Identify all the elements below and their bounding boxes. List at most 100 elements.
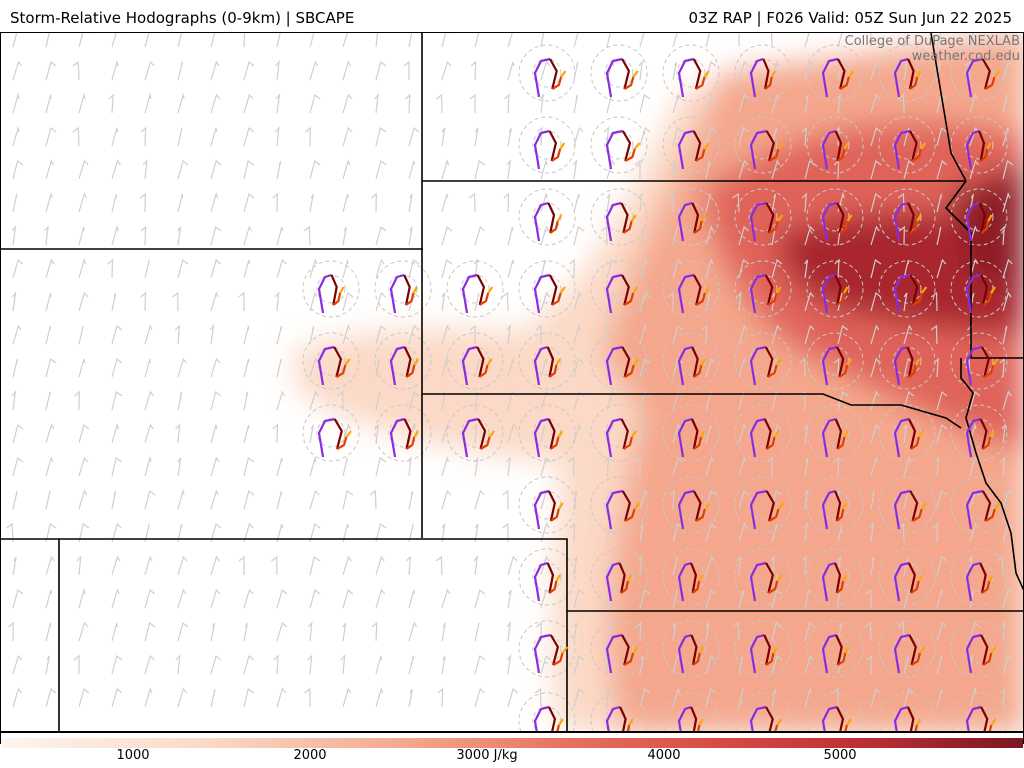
hodo-segment-low xyxy=(692,652,701,666)
wind-barb xyxy=(78,489,88,510)
wind-barb xyxy=(870,687,882,708)
hodo-segment-mid xyxy=(763,634,771,666)
hodograph xyxy=(533,633,569,674)
hodo-segment-upper xyxy=(893,561,910,602)
hodo-segment-low xyxy=(551,292,562,306)
wind-barb xyxy=(210,522,222,543)
wind-barb xyxy=(1002,325,1008,345)
hodo-segment-mid xyxy=(835,634,843,666)
hodograph-ring xyxy=(878,44,936,102)
hodo-segment-upper xyxy=(749,489,767,530)
hodo-segment-low xyxy=(980,220,990,234)
wind-barb xyxy=(1002,127,1009,147)
hodo-segment-low xyxy=(551,148,562,162)
wind-barb xyxy=(210,622,216,642)
wind-barb xyxy=(210,225,222,246)
wind-barb xyxy=(304,687,311,708)
wind-barb xyxy=(273,654,279,675)
hodograph-ring xyxy=(590,404,648,462)
hodo-segment-upper xyxy=(893,201,909,242)
wind-barb xyxy=(771,588,783,609)
wind-barb xyxy=(11,389,17,411)
wind-barb xyxy=(606,193,611,213)
wind-barb xyxy=(243,93,254,114)
wind-barb xyxy=(140,291,147,312)
hodo-segment-upper xyxy=(317,273,332,314)
wind-barb xyxy=(936,159,948,180)
hodograph-ring xyxy=(518,188,576,246)
wind-barb xyxy=(144,390,154,411)
hodo-segment-mid xyxy=(333,346,343,378)
wind-barb xyxy=(177,457,182,477)
hodograph xyxy=(677,705,704,731)
wind-barb xyxy=(1002,33,1007,48)
wind-barb xyxy=(342,259,349,279)
wind-barb xyxy=(540,555,550,576)
wind-barb xyxy=(738,93,749,114)
hodograph xyxy=(893,57,922,98)
wind-barb xyxy=(12,423,24,444)
hodograph-ring xyxy=(374,332,432,390)
hodo-segment-mid xyxy=(621,490,631,522)
wind-barb xyxy=(78,423,90,444)
hodo-segment-low xyxy=(980,148,989,162)
wind-barb xyxy=(573,556,578,576)
hodo-segment-surface xyxy=(844,646,850,654)
wind-barb xyxy=(501,291,509,312)
wind-barb xyxy=(1000,687,1006,708)
hodograph-ring xyxy=(734,476,792,534)
wind-barb xyxy=(567,456,575,477)
wind-barb xyxy=(969,159,979,180)
wind-barb xyxy=(275,60,280,81)
wind-barb xyxy=(111,193,117,213)
wind-barb xyxy=(144,324,153,345)
wind-barb xyxy=(738,456,747,477)
wind-barb xyxy=(243,192,255,213)
wind-barb xyxy=(276,325,283,345)
wind-barb xyxy=(969,93,979,114)
wind-barb xyxy=(276,33,281,48)
hodograph-ring xyxy=(302,404,360,462)
hodograph xyxy=(965,705,997,731)
wind-barb xyxy=(903,556,909,576)
wind-barb xyxy=(375,324,387,345)
hodo-segment-mid xyxy=(621,634,630,666)
wind-barb xyxy=(45,258,55,279)
wind-barb xyxy=(870,159,882,180)
wind-barb xyxy=(736,555,742,576)
hodo-segment-low xyxy=(622,220,633,234)
wind-barb xyxy=(441,60,452,81)
wind-barb xyxy=(771,193,777,213)
wind-barb xyxy=(573,225,585,246)
wind-barb xyxy=(210,555,220,576)
hodo-segment-surface xyxy=(843,286,849,294)
wind-barb xyxy=(738,324,748,345)
wind-barb xyxy=(804,225,815,246)
wind-barb xyxy=(274,291,280,312)
hodo-segment-mid xyxy=(549,634,559,666)
wind-barb xyxy=(540,225,550,246)
wind-barb xyxy=(210,127,218,147)
wind-barb xyxy=(408,258,420,279)
wind-barb xyxy=(408,160,415,180)
wind-barb xyxy=(78,92,86,114)
hodograph-ring xyxy=(662,404,720,462)
hodograph xyxy=(605,561,633,602)
wind-barb xyxy=(738,126,750,147)
hodograph xyxy=(821,561,848,602)
wind-barb xyxy=(140,225,147,246)
wind-barb xyxy=(802,423,808,444)
hodograph xyxy=(893,273,928,314)
wind-barb xyxy=(639,33,646,48)
hodo-segment-surface xyxy=(989,430,996,438)
wind-barb xyxy=(738,589,745,609)
wind-barb xyxy=(111,33,122,48)
wind-barb xyxy=(639,126,651,147)
hodograph xyxy=(533,345,561,386)
wind-barb xyxy=(12,159,24,180)
hodo-segment-mid xyxy=(978,130,986,162)
wind-barb xyxy=(738,522,748,543)
hodo-segment-mid xyxy=(547,202,556,234)
colorbar-label-5000: 5000 xyxy=(823,748,857,763)
wind-barb xyxy=(539,92,545,114)
